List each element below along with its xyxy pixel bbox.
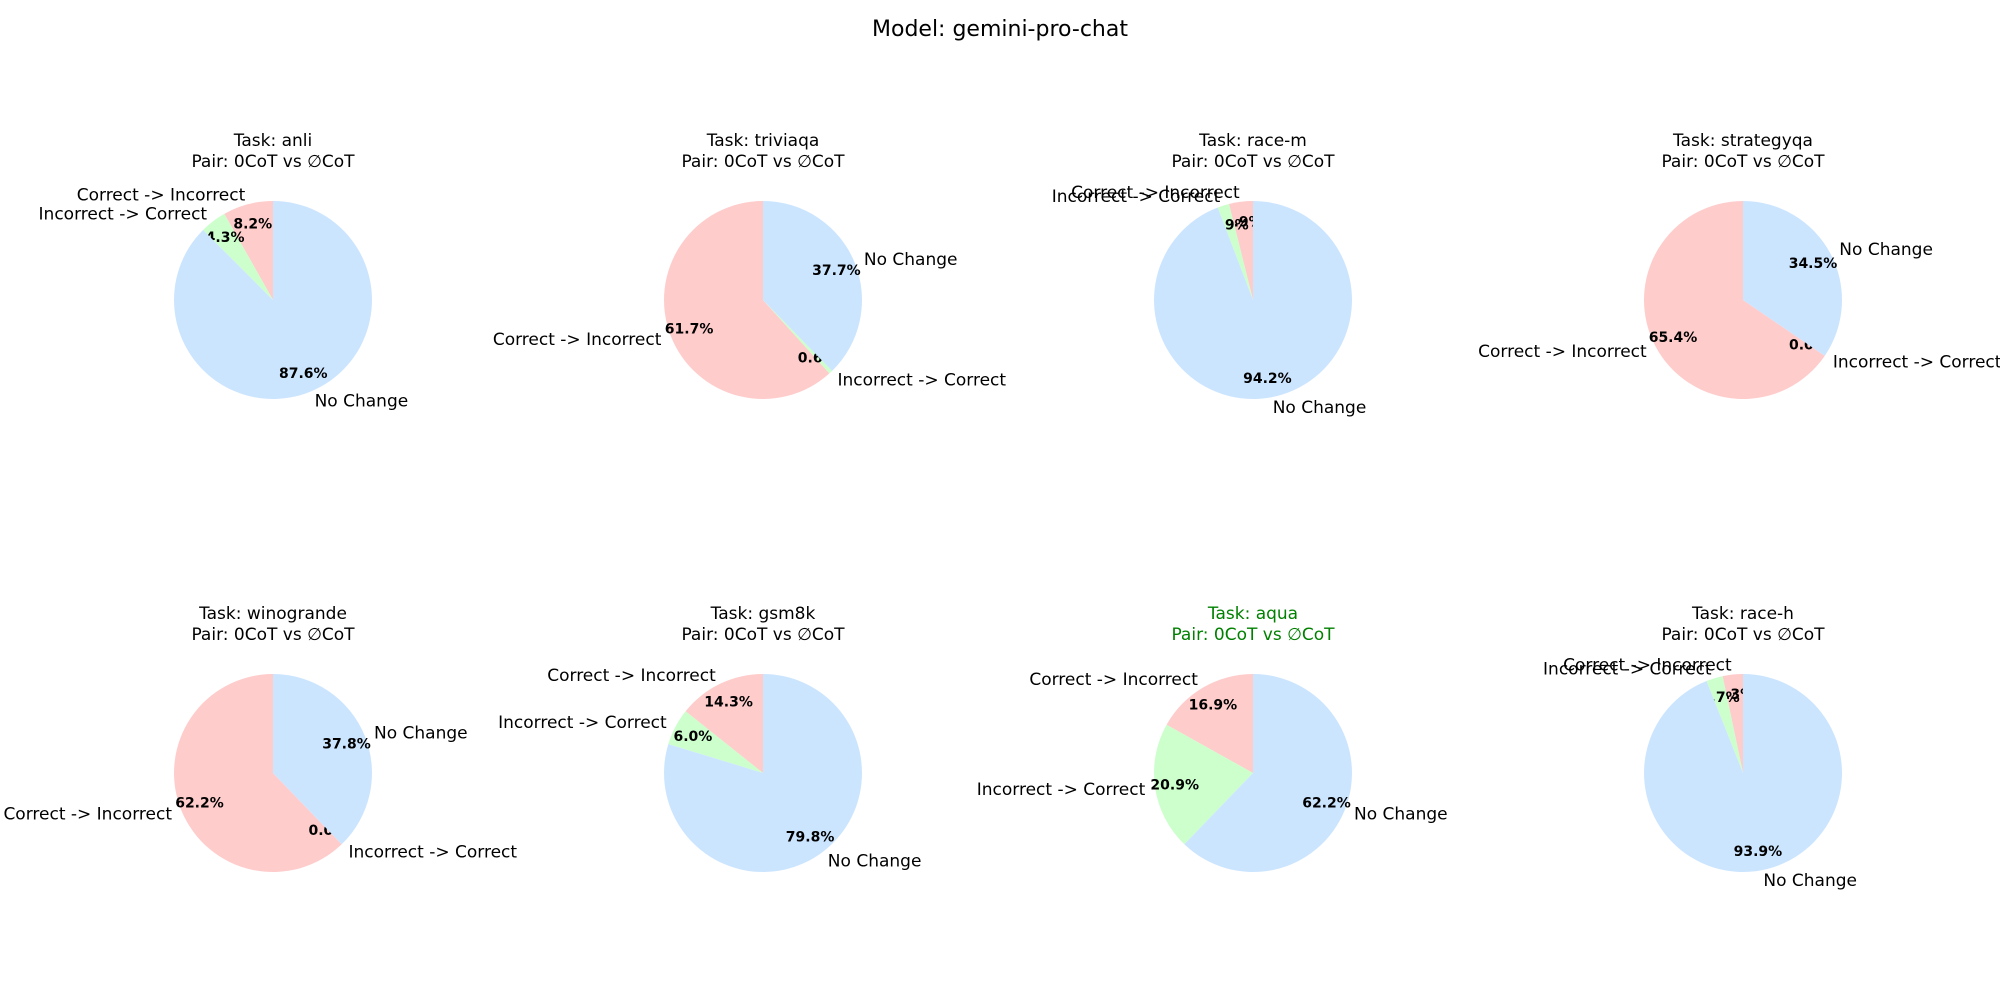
pie-slice-correct-incorrect <box>1722 674 1743 773</box>
slice-label: Correct -> Incorrect <box>547 666 716 686</box>
slice-percentage: 87.6% <box>279 366 328 382</box>
pie-slice-correct-incorrect <box>1166 674 1253 773</box>
panel-subtitle: Pair: 0CoT vs ∅CoT <box>191 625 355 645</box>
slice-label: No Change <box>1354 805 1448 825</box>
slice-label: Correct -> Incorrect <box>1478 342 1647 362</box>
panel-title: Task: strategyqa <box>1672 131 1813 151</box>
slice-label: Incorrect -> Correct <box>39 204 208 224</box>
slice-percentage: 65.4% <box>1649 330 1698 346</box>
panel-title: Task: race-m <box>1198 131 1307 151</box>
slice-label: Correct -> Incorrect <box>1071 183 1240 203</box>
panel-title: Task: race-h <box>1691 604 1794 624</box>
pie-slice-no-change <box>173 201 372 399</box>
slice-percentage: 8.2% <box>233 216 272 232</box>
slice-label: Correct -> Incorrect <box>3 805 172 825</box>
slice-percentage: 34.5% <box>1789 256 1838 272</box>
slice-label: No Change <box>1839 240 1933 260</box>
pie-slice-correct-incorrect <box>1228 201 1253 300</box>
slice-label: Correct -> Incorrect <box>1563 656 1732 676</box>
slice-label: Incorrect -> Correct <box>1543 660 1712 680</box>
slice-label: No Change <box>315 392 409 412</box>
slice-label: No Change <box>864 250 958 270</box>
pie-slice-no-change <box>1743 201 1842 356</box>
pie-slice-incorrect-correct <box>1154 724 1253 845</box>
panel-subtitle: Pair: 0CoT vs ∅CoT <box>1661 625 1825 645</box>
slice-percentage: 37.8% <box>322 736 371 752</box>
figure-title: Model: gemini-pro-chat <box>872 17 1128 42</box>
slice-percentage: 37.7% <box>812 263 861 279</box>
slice-label: Incorrect -> Correct <box>498 713 667 733</box>
pie-slice-correct-incorrect <box>224 201 273 300</box>
pie-slice-correct-incorrect <box>663 201 830 399</box>
pie-slice-correct-incorrect <box>1643 201 1825 400</box>
slice-label: Incorrect -> Correct <box>349 842 518 862</box>
slice-label: Correct -> Incorrect <box>493 330 662 350</box>
panel-title: Task: winogrande <box>198 604 347 624</box>
slice-percentage: 14.3% <box>704 695 753 711</box>
slice-percentage: 20.9% <box>1150 778 1199 794</box>
slice-label: Incorrect -> Correct <box>1052 187 1221 207</box>
pie-slice-no-change <box>1644 674 1843 873</box>
slice-percentage: 4.3% <box>206 230 245 246</box>
panel-subtitle: Pair: 0CoT vs ∅CoT <box>681 625 845 645</box>
panel-subtitle: Pair: 0CoT vs ∅CoT <box>681 152 845 172</box>
slice-percentage: 93.9% <box>1734 844 1783 860</box>
panel-title: Task: gsm8k <box>710 604 816 624</box>
pie-slice-incorrect-correct <box>763 300 833 374</box>
panel-title: Task: anli <box>233 131 312 151</box>
slice-percentage: 16.9% <box>1189 698 1238 714</box>
panel-subtitle: Pair: 0CoT vs ∅CoT <box>1171 152 1335 172</box>
slice-label: No Change <box>1763 871 1857 891</box>
panel-subtitle: Pair: 0CoT vs ∅CoT <box>1661 152 1825 172</box>
pie-slice-correct-incorrect <box>685 674 763 773</box>
slice-percentage: 6.0% <box>673 729 712 745</box>
panel-title: Task: aqua <box>1207 604 1298 624</box>
panel-subtitle: Pair: 0CoT vs ∅CoT <box>1171 625 1335 645</box>
pie-slice-no-change <box>1184 674 1353 872</box>
slice-percentage: 62.2% <box>1302 796 1351 812</box>
slice-label: No Change <box>1273 398 1367 418</box>
slice-label: Correct -> Incorrect <box>77 186 246 206</box>
pie-slice-no-change <box>663 674 862 872</box>
slice-label: Incorrect -> Correct <box>1833 352 2000 372</box>
slice-label: No Change <box>374 723 468 743</box>
slice-label: Incorrect -> Correct <box>838 370 1007 390</box>
panel-title: Task: triviaqa <box>706 131 820 151</box>
pie-slice-incorrect-correct <box>1217 203 1253 300</box>
slice-label: Incorrect -> Correct <box>977 780 1146 800</box>
pie-slice-no-change <box>273 674 372 845</box>
pie-slice-no-change <box>1154 201 1353 399</box>
pie-slice-incorrect-correct <box>1706 676 1743 773</box>
pie-slice-incorrect-correct <box>668 711 763 773</box>
pie-slice-no-change <box>763 201 863 371</box>
slice-percentage: 94.2% <box>1243 371 1292 387</box>
panel-subtitle: Pair: 0CoT vs ∅CoT <box>191 152 355 172</box>
pie-slice-incorrect-correct <box>203 213 273 300</box>
slice-label: Correct -> Incorrect <box>1029 670 1198 690</box>
slice-percentage: 61.7% <box>665 322 714 338</box>
pie-slice-correct-incorrect <box>173 674 342 872</box>
slice-percentage: 79.8% <box>786 830 835 846</box>
slice-label: No Change <box>828 852 922 872</box>
slice-percentage: 62.2% <box>175 796 224 812</box>
